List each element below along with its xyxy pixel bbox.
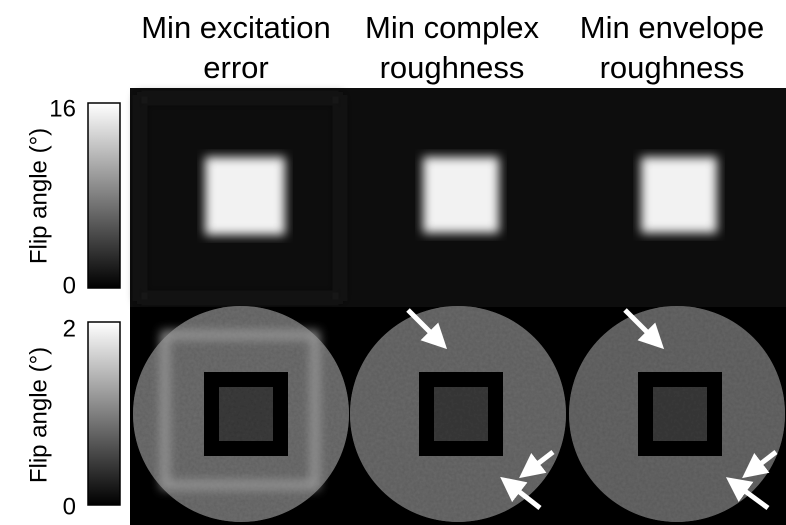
column-title: Min excitation (141, 10, 331, 45)
colorbar-label: Flip angle (°) (25, 128, 52, 264)
column-title: roughness (600, 50, 745, 85)
colorbar-min: 0 (63, 493, 76, 520)
inner (219, 387, 273, 441)
colorbar-max: 16 (49, 95, 76, 122)
column-title: Min complex (365, 10, 539, 45)
error-map (569, 306, 785, 522)
inner (434, 387, 488, 441)
inner (653, 387, 707, 441)
colorbar-max: 2 (63, 315, 76, 342)
excitation-square (205, 157, 285, 235)
column-title: Min envelope (580, 10, 764, 45)
column-title: roughness (380, 50, 525, 85)
colorbar (88, 103, 120, 288)
error-map (133, 306, 349, 522)
excitation-square (423, 157, 499, 233)
excitation-square (641, 157, 717, 233)
error-map (350, 306, 566, 522)
column-title: error (203, 50, 268, 85)
figure: Min excitation error Min complex roughne… (0, 0, 786, 525)
colorbar-label: Flip angle (°) (25, 347, 52, 483)
colorbar (88, 322, 120, 505)
colorbar-min: 0 (63, 272, 76, 299)
